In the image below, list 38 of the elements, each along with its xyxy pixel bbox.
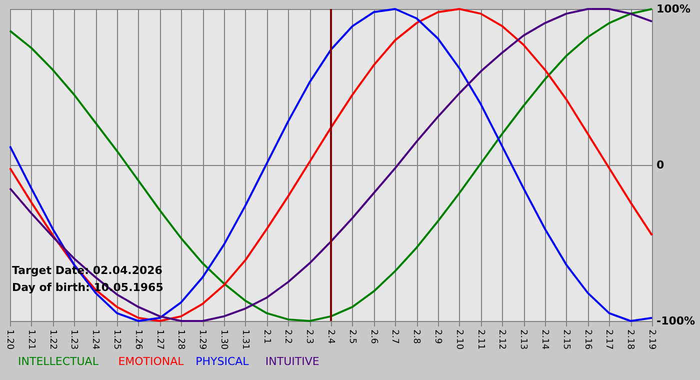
x-tick-label: 2.12 [496,330,507,350]
y-tick-label: -100% [656,314,696,328]
x-tick-label: 1.29 [197,330,208,350]
x-tick-label: 2.7 [390,330,400,344]
x-tick-label: 2.2 [282,330,293,344]
x-tick-label: 2.18 [625,330,636,350]
x-tick-label: 1.23 [68,330,79,350]
x-tick-label: 1.25 [112,330,122,350]
x-tick-label: 1.21 [26,330,36,350]
y-tick-label: 100% [656,2,690,16]
x-tick-label: 2.10 [454,330,464,350]
x-tick-label: 2.14 [540,330,550,350]
x-tick-label: 2.11 [475,330,486,350]
x-tick-label: 2.1 [261,330,272,344]
x-tick-label: 1.24 [90,330,100,350]
text: INTELLECTUAL [18,355,100,368]
x-tick-label: 2.15 [560,330,571,350]
x-tick-label: 1.28 [176,330,186,350]
x-tick-label: 2.19 [646,330,656,350]
x-tick-label: 1.31 [240,330,250,350]
x-tick-label: 2.5 [346,330,357,344]
text: EMOTIONAL [118,355,185,368]
x-tick-label: 1.30 [218,330,228,350]
x-tick-label: 2.17 [604,330,614,350]
x-tick-label: 2.4 [326,330,336,344]
x-tick-label: 1.20 [4,330,14,350]
x-tick-label: 2.16 [582,330,592,350]
x-tick-label: 1.26 [132,330,143,350]
x-tick-label: 1.27 [154,330,164,350]
x-tick-label: 2.9 [432,330,442,344]
x-tick-label: 2.3 [304,330,314,344]
y-tick-label: 0 [656,158,664,172]
text: INTUITIVE [265,355,320,368]
x-tick-label: 2.8 [411,330,422,344]
x-tick-label: 1.22 [47,330,58,350]
x-tick-label: 2.6 [368,330,378,344]
text: PHYSICAL [196,355,250,368]
x-tick-label: 2.13 [518,330,528,350]
